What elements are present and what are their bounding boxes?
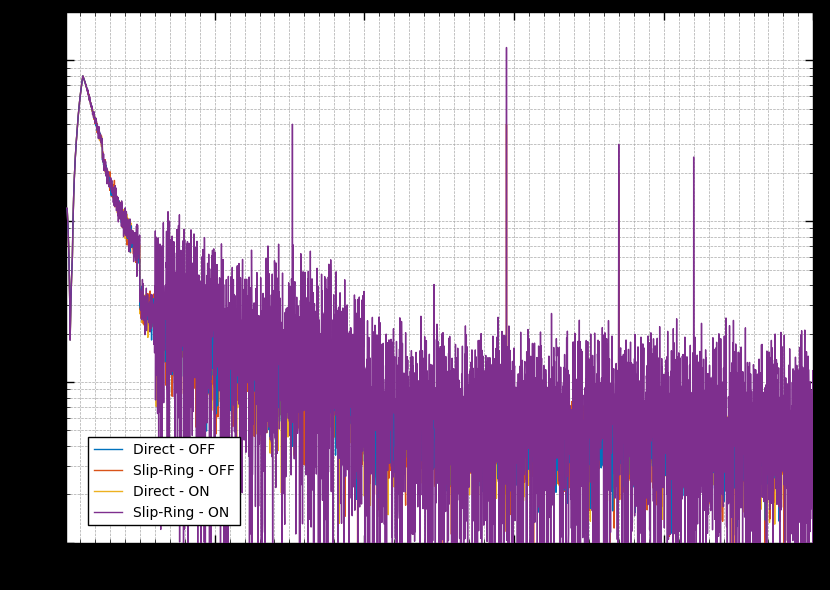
Slip-Ring - OFF xyxy=(417,442,427,449)
Direct - OFF xyxy=(78,73,88,80)
Direct - OFF xyxy=(375,460,385,467)
Direct - ON xyxy=(604,442,614,449)
Direct - ON xyxy=(78,73,88,80)
Direct - OFF xyxy=(382,425,392,432)
Slip-Ring - OFF xyxy=(749,451,759,458)
Line: Slip-Ring - OFF: Slip-Ring - OFF xyxy=(66,76,813,590)
Slip-Ring - OFF xyxy=(382,417,392,424)
Direct - OFF xyxy=(786,461,796,468)
Direct - ON xyxy=(749,497,759,504)
Line: Direct - ON: Direct - ON xyxy=(66,76,813,590)
Slip-Ring - OFF xyxy=(786,466,796,473)
Slip-Ring - OFF xyxy=(375,415,385,422)
Slip-Ring - OFF xyxy=(78,73,88,80)
Direct - OFF xyxy=(61,205,71,212)
Line: Slip-Ring - ON: Slip-Ring - ON xyxy=(66,47,813,590)
Slip-Ring - OFF xyxy=(808,415,818,422)
Slip-Ring - ON xyxy=(604,362,614,369)
Slip-Ring - ON xyxy=(808,401,818,408)
Direct - ON xyxy=(61,205,71,212)
Slip-Ring - ON xyxy=(375,319,385,326)
Direct - OFF xyxy=(417,441,427,448)
Slip-Ring - ON xyxy=(61,205,71,212)
Slip-Ring - ON xyxy=(501,44,511,51)
Slip-Ring - ON xyxy=(786,416,796,423)
Direct - OFF xyxy=(749,454,759,461)
Direct - ON xyxy=(786,429,796,436)
Direct - OFF xyxy=(501,536,511,543)
Direct - OFF xyxy=(808,430,818,437)
Direct - OFF xyxy=(604,429,614,436)
Direct - ON xyxy=(808,445,818,453)
Slip-Ring - OFF xyxy=(604,431,614,438)
Line: Direct - OFF: Direct - OFF xyxy=(66,76,813,540)
Slip-Ring - OFF xyxy=(61,205,71,212)
Slip-Ring - ON xyxy=(381,330,391,337)
Slip-Ring - ON xyxy=(417,384,427,391)
Slip-Ring - ON xyxy=(749,361,759,368)
Direct - ON xyxy=(417,407,427,414)
Direct - ON xyxy=(382,411,392,418)
Legend: Direct - OFF, Slip-Ring - OFF, Direct - ON, Slip-Ring - ON: Direct - OFF, Slip-Ring - OFF, Direct - … xyxy=(88,437,240,525)
Direct - ON xyxy=(375,463,385,470)
